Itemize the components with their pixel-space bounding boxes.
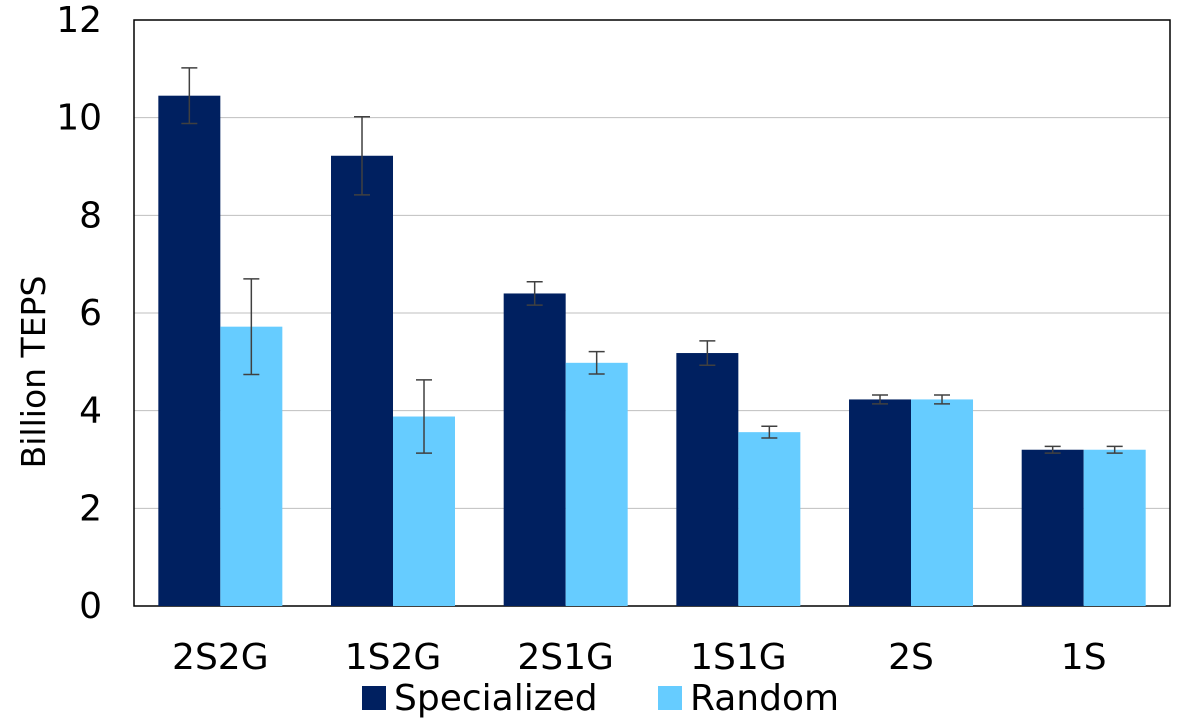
bars [158,95,1146,607]
bar-specialized-1s1g [676,353,739,606]
legend-item-specialized: Specialized [362,678,598,719]
y-tick-label: 6 [79,293,102,334]
x-category-label: 1S [1061,637,1107,678]
gridlines [134,117,1170,509]
y-tick-label: 12 [56,0,102,41]
x-category-label: 2S [888,637,934,678]
legend-label: Specialized [394,678,598,719]
error-bar-specialized-2s2g [181,67,198,125]
bar-specialized-2s2g [158,95,221,607]
x-axis-categories: 2S2G 1S2G 2S1G 1S1G 2S 1S [172,637,1107,678]
error-bar-random-1s2g [416,379,433,454]
legend-label: Random [690,678,839,719]
bar-specialized-1s [1021,449,1084,606]
error-bar-specialized-1s [1044,445,1061,454]
y-tick-label: 0 [79,586,102,627]
legend-item-random: Random [658,678,839,719]
x-category-label: 1S1G [690,637,787,678]
error-bar-random-2s2g [243,278,260,376]
y-tick-label: 2 [79,488,102,529]
legend-swatch [362,686,386,710]
error-bar-random-1s1g [761,425,778,439]
bar-specialized-2s1g [503,293,566,606]
y-tick-label: 10 [56,98,102,139]
error-bar-specialized-2s [872,394,889,405]
error-bars [181,67,1123,454]
y-tick-label: 4 [79,391,102,432]
error-bar-specialized-2s1g [526,280,543,306]
error-bar-specialized-1s2g [354,115,371,196]
error-bar-random-1s [1106,445,1123,454]
bar-specialized-1s2g [331,155,394,607]
y-axis-ticks: 0 2 4 6 8 10 12 [56,0,102,627]
error-bar-random-2s1g [588,350,605,375]
x-category-label: 2S2G [172,637,269,678]
y-tick-label: 8 [79,195,102,236]
error-bar-specialized-1s1g [699,340,716,367]
error-bar-random-2s [934,394,951,405]
x-category-label: 2S1G [517,637,614,678]
bar-random-2s [911,399,974,606]
plot-area-frame [133,19,1171,607]
bar-random-1s [1083,449,1146,606]
y-axis-title: Billion TEPS [14,276,53,469]
bar-random-1s1g [738,432,801,606]
x-category-label: 1S2G [345,637,442,678]
bar-specialized-2s [849,399,912,606]
legend: Specialized Random [362,678,839,719]
bar-random-2s1g [565,362,628,606]
legend-swatch [658,686,682,710]
